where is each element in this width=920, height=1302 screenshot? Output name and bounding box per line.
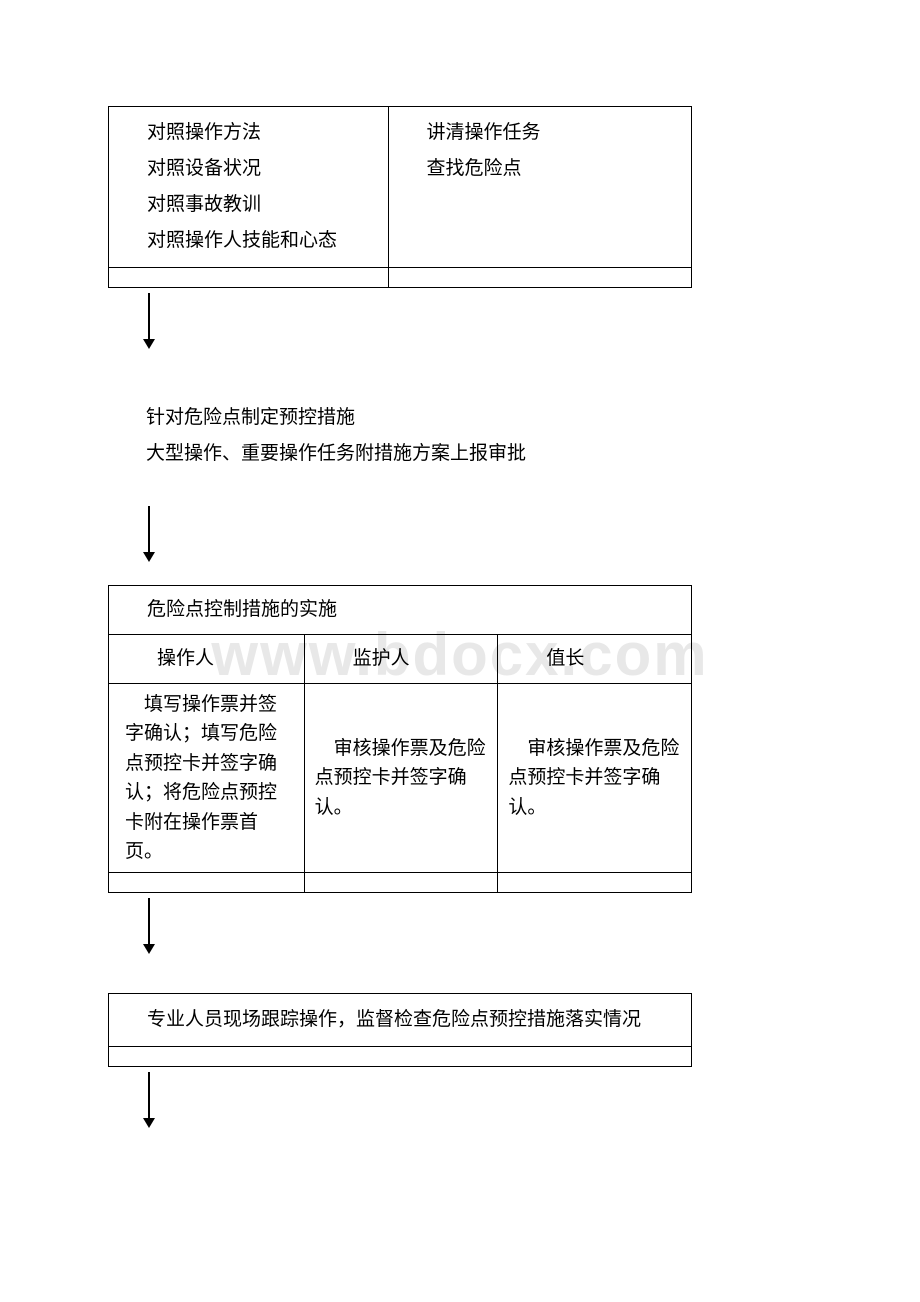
arrow-down-icon bbox=[148, 293, 150, 347]
arrow-down-icon bbox=[148, 1072, 150, 1126]
table2-desc-chief: 审核操作票及危险点预控卡并签字确认。 bbox=[498, 683, 692, 873]
arrow-1-container bbox=[108, 288, 812, 352]
table2-desc-operator: 填写操作票并签字确认；填写危险点预控卡并签字确认；将危险点预控卡附在操作票首页。 bbox=[109, 683, 305, 873]
page-content: 对照操作方法 对照设备状况 对照事故教训 对照操作人技能和心态 讲清操作任务 查… bbox=[0, 0, 920, 1131]
arrow-down-icon bbox=[148, 898, 150, 952]
measures-text-block: 针对危险点制定预控措施 大型操作、重要操作任务附措施方案上报审批 bbox=[108, 400, 812, 472]
table2-role-operator: 操作人 bbox=[109, 634, 305, 683]
arrow-3-container bbox=[108, 893, 812, 957]
table1-right-cell: 讲清操作任务 查找危险点 bbox=[388, 107, 691, 268]
measures-line2: 大型操作、重要操作任务附措施方案上报审批 bbox=[146, 436, 812, 472]
table1-empty-right bbox=[388, 268, 691, 288]
table2-desc-supervisor: 审核操作票及危险点预控卡并签字确认。 bbox=[304, 683, 498, 873]
comparison-table: 对照操作方法 对照设备状况 对照事故教训 对照操作人技能和心态 讲清操作任务 查… bbox=[108, 106, 692, 288]
table1-left-line1: 对照操作方法 bbox=[147, 115, 388, 151]
tracking-table: 专业人员现场跟踪操作，监督检查危险点预控措施落实情况 bbox=[108, 993, 692, 1067]
table2-header: 危险点控制措施的实施 bbox=[109, 585, 692, 634]
implementation-table: 危险点控制措施的实施 操作人 监护人 值长 填写操作票并签字确认；填写危险点预控… bbox=[108, 585, 692, 894]
table2-empty-1 bbox=[109, 873, 305, 893]
table1-empty-left bbox=[109, 268, 389, 288]
table1-left-line4: 对照操作人技能和心态 bbox=[147, 223, 388, 259]
measures-line1: 针对危险点制定预控措施 bbox=[146, 400, 812, 436]
table1-right-line1: 讲清操作任务 bbox=[427, 115, 691, 151]
table1-left-cell: 对照操作方法 对照设备状况 对照事故教训 对照操作人技能和心态 bbox=[109, 107, 389, 268]
table2-empty-2 bbox=[304, 873, 498, 893]
arrow-2-container bbox=[108, 501, 812, 565]
table1-left-line2: 对照设备状况 bbox=[147, 151, 388, 187]
table3-text: 专业人员现场跟踪操作，监督检查危险点预控措施落实情况 bbox=[109, 994, 692, 1047]
table1-right-line2: 查找危险点 bbox=[427, 151, 691, 187]
table2-empty-3 bbox=[498, 873, 692, 893]
arrow-down-icon bbox=[148, 506, 150, 560]
table2-role-chief: 值长 bbox=[498, 634, 692, 683]
arrow-4-container bbox=[108, 1067, 812, 1131]
table2-role-supervisor: 监护人 bbox=[304, 634, 498, 683]
table3-empty bbox=[109, 1047, 692, 1067]
table1-left-line3: 对照事故教训 bbox=[147, 187, 388, 223]
